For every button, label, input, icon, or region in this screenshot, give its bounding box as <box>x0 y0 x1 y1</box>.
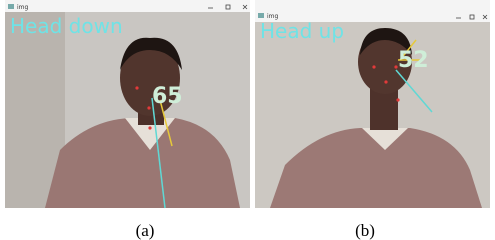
window-title: img <box>17 4 29 11</box>
window-icon <box>258 13 264 18</box>
pose-label: Head down <box>10 14 123 38</box>
caption: (a) <box>136 221 155 240</box>
page: img Head down 65 (a) img <box>0 0 495 240</box>
window-icon <box>8 4 14 9</box>
figure: img Head down 65 (a) img <box>0 0 495 240</box>
caption: (b) <box>355 221 375 240</box>
angle-label: 52 <box>398 48 429 73</box>
pose-label: Head up <box>260 19 344 43</box>
panel-a: img Head down 65 (a) <box>5 0 250 240</box>
panel-b: img Head up 52 (b) <box>255 0 490 240</box>
angle-label: 65 <box>152 84 183 109</box>
